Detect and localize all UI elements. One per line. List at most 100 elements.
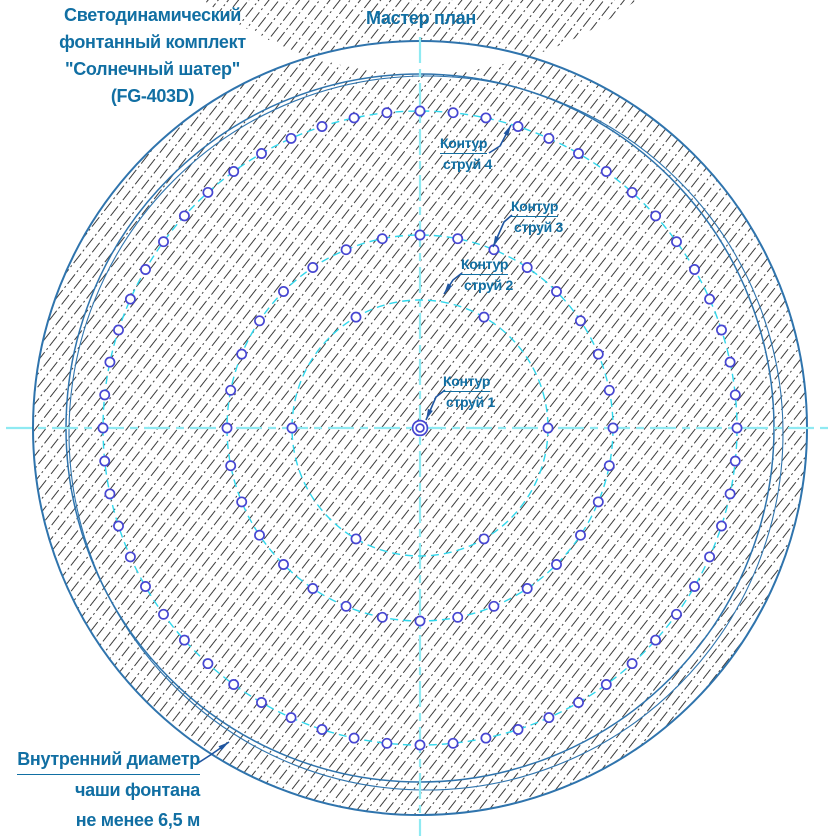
jet-marker <box>521 262 533 273</box>
bowl-note-line: не менее 6,5 м <box>75 810 201 830</box>
contour-label-number: струй 2 <box>464 277 513 293</box>
jet-markers <box>97 105 743 751</box>
bowl-diameter-note: Внутренний диаметр чаши фонтана не менее… <box>0 744 200 835</box>
plan-title: Мастер план <box>366 8 476 28</box>
jet-marker <box>104 488 116 500</box>
jet-marker <box>307 262 319 273</box>
jet-marker <box>592 496 604 508</box>
jet-marker <box>607 422 619 434</box>
jet-marker <box>626 658 638 670</box>
jet-marker <box>600 679 612 690</box>
jet-marker <box>543 712 555 724</box>
bowl-note-line: Внутренний диаметр <box>0 744 200 775</box>
jet-marker <box>376 611 388 623</box>
jet-marker <box>512 121 524 132</box>
jet-marker <box>202 658 214 670</box>
contour-label-4: Контур струй 4 <box>440 133 492 174</box>
jet-marker <box>381 737 393 749</box>
jet-marker <box>225 384 237 396</box>
product-note-line: фонтанный комплект <box>59 32 246 52</box>
jet-marker <box>452 611 464 623</box>
jet-marker <box>113 324 124 336</box>
jet-marker <box>729 389 741 401</box>
jet-marker <box>452 233 464 245</box>
contour-label-1: Контур струй 1 <box>443 371 495 412</box>
leader-arrowhead <box>218 742 229 751</box>
bowl-inner-edge-accent <box>68 75 784 791</box>
jet-marker <box>626 186 638 198</box>
jet-marker <box>221 422 233 434</box>
jet-marker <box>97 422 109 434</box>
jet-marker <box>350 533 362 545</box>
jet-marker <box>551 559 562 570</box>
jet-marker <box>158 608 169 620</box>
jet-marker <box>256 148 267 159</box>
jet-marker <box>278 286 289 297</box>
contour-label-word: Контур <box>440 133 487 154</box>
jet-marker <box>689 264 700 275</box>
contour-label-number: струй 4 <box>443 156 492 172</box>
jet-marker <box>124 551 136 563</box>
product-note-line: (FG-403D) <box>110 86 195 106</box>
jet-marker <box>316 121 328 132</box>
jet-marker <box>600 166 612 177</box>
jet-marker <box>254 529 265 541</box>
leader-arrowhead <box>444 283 453 294</box>
jet-marker <box>573 697 584 708</box>
leader-arrowhead <box>493 235 500 247</box>
jet-marker <box>178 210 190 222</box>
jet-marker <box>704 293 716 305</box>
jet-marker <box>286 422 298 434</box>
bowl-note-line: чаши фонтана <box>74 780 200 800</box>
jet-marker <box>228 679 240 690</box>
jet-marker <box>542 422 554 434</box>
leader-arrowhead <box>426 408 433 420</box>
jet-marker <box>716 520 727 532</box>
contour-label-word: Контур <box>511 196 558 217</box>
center-lines <box>6 37 829 836</box>
jet-marker <box>592 348 604 360</box>
product-note-line: Светодинамический <box>64 5 241 25</box>
jet-marker <box>729 455 741 467</box>
jet-marker <box>575 529 586 541</box>
jet-marker <box>376 233 388 245</box>
jet-marker <box>650 210 662 222</box>
jet-marker <box>225 460 237 472</box>
product-note: Светодинамический фонтанный комплект "Со… <box>30 2 275 110</box>
jet-marker <box>478 311 490 323</box>
jet-marker <box>671 236 682 248</box>
jet-marker <box>724 356 736 368</box>
jet-marker <box>99 389 111 401</box>
jet-marker <box>140 581 151 592</box>
jet-marker <box>689 581 700 592</box>
jet-marker <box>414 615 426 627</box>
jet-marker <box>348 732 360 744</box>
jet-marker <box>307 583 319 594</box>
jet-marker <box>381 107 393 119</box>
jet-marker <box>285 712 297 724</box>
jet-marker <box>480 112 492 124</box>
jet-marker <box>340 600 352 612</box>
jet-marker <box>316 724 328 735</box>
leader-arrowhead <box>503 125 511 136</box>
jet-marker <box>731 422 743 434</box>
jet-marker <box>575 315 586 327</box>
jet-marker <box>704 551 716 563</box>
jet-marker <box>178 634 190 646</box>
jet-marker <box>478 533 490 545</box>
leader-arrows <box>197 124 513 764</box>
jet-marker <box>414 105 426 117</box>
jet-marker <box>650 634 662 646</box>
jet-marker <box>254 315 265 327</box>
jet-marker <box>603 460 615 472</box>
jet-marker <box>543 132 555 144</box>
jet-marker <box>104 356 116 368</box>
contour-label-word: Контур <box>461 254 508 275</box>
jet-marker <box>113 520 124 532</box>
jet-marker <box>348 112 360 124</box>
jet-marker <box>447 737 459 749</box>
product-note-line: "Солнечный шатер" <box>65 59 240 79</box>
contour-label-number: струй 3 <box>514 219 563 235</box>
jet-marker <box>716 324 727 336</box>
